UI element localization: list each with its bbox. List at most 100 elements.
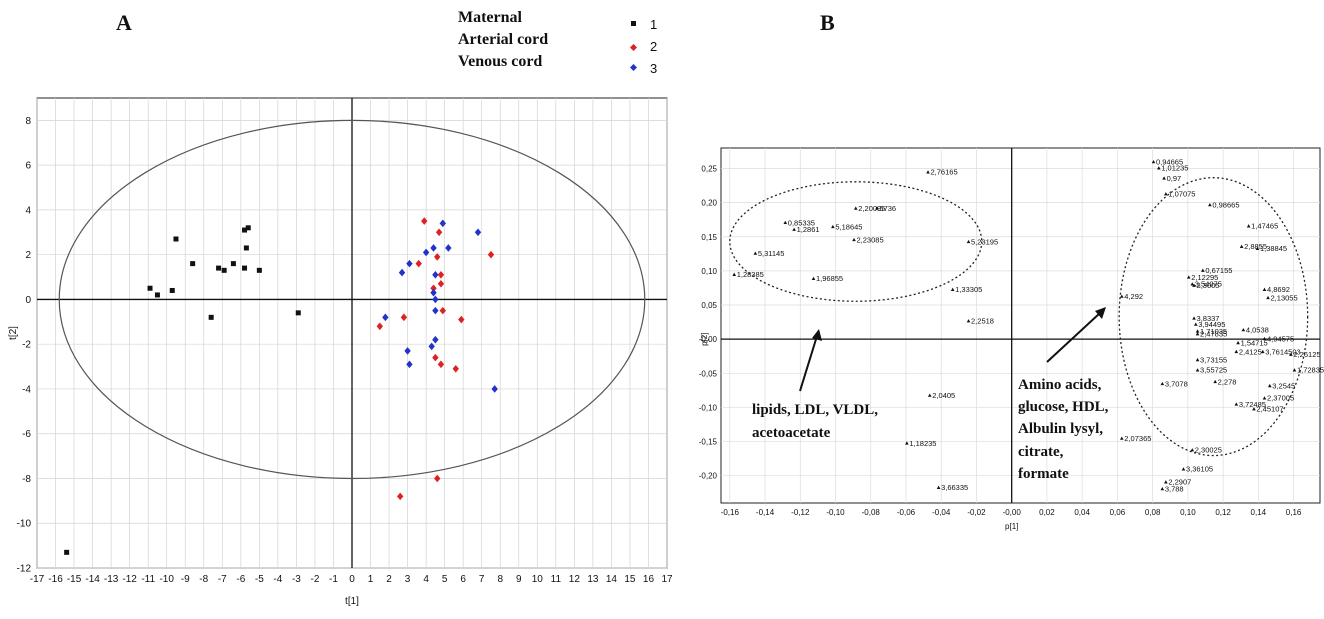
plot-a-xtick-label: -2 — [310, 574, 319, 585]
plot-a-ytick-label: 2 — [25, 250, 31, 261]
plot-b-point-marker — [1190, 282, 1195, 286]
plot-a-point-maternal — [295, 310, 301, 316]
plot-b-point-marker — [783, 220, 788, 225]
plot-b-xtick-label: -0,04 — [932, 508, 951, 517]
plot-a-point-arterial-cord — [439, 306, 446, 315]
plot-b-point-label: 0,67155 — [1205, 266, 1232, 275]
plot-b-xtick-label: -0,02 — [967, 508, 986, 517]
plot-a-xtick-label: -4 — [273, 574, 282, 585]
plot-a-xtick-label: 8 — [497, 574, 503, 585]
plot-b-point-label: 2,07365 — [1124, 434, 1151, 443]
plot-b-point-marker — [950, 287, 955, 291]
plot-b-group-ellipse-2 — [1118, 177, 1309, 457]
plot-b-point-marker — [927, 393, 932, 397]
annotation-lipids: lipids, LDL, VLDL, acetoacetate — [752, 329, 878, 441]
plot-b-point-label: 3,72485 — [1239, 400, 1266, 409]
plot-a-point-venous-cord — [406, 360, 413, 369]
plot-a-point-arterial-cord — [434, 253, 441, 261]
plot-b-point-marker — [1255, 246, 1260, 250]
plot-b-point-marker — [1195, 332, 1200, 336]
plot-b-point-marker — [1195, 357, 1200, 362]
plot-a-point-maternal — [169, 287, 175, 293]
plot-b-point-marker — [966, 319, 971, 323]
plot-b-point-marker — [1208, 203, 1212, 207]
annotation-lipids-line-2: acetoacetate — [752, 425, 831, 441]
plot-b-point-marker — [1186, 275, 1191, 279]
plot-b-point-label: 4,292 — [1124, 292, 1143, 301]
plot-a-xtick-label: -14 — [85, 574, 100, 585]
plot-b-point-marker — [1160, 381, 1165, 386]
plot-a-xtick-label: 17 — [661, 574, 673, 585]
plot-b-group-ellipse-1 — [729, 181, 983, 302]
plot-a-xtick-label: -15 — [67, 574, 82, 585]
legend-marker-arterial — [630, 44, 637, 51]
plot-a-point-maternal — [243, 245, 249, 251]
plot-a-ytick-label: -12 — [17, 564, 32, 575]
legend-key-3: 3 — [650, 61, 657, 76]
plot-b-xtick-label: 0,04 — [1074, 508, 1090, 517]
plot-a-point-venous-cord — [428, 342, 435, 351]
annotation-lipids-arrow — [799, 335, 818, 392]
plot-a-xtick-label: 4 — [423, 574, 429, 585]
plot-b-point-label: 3,55725 — [1200, 366, 1227, 375]
plot-b-point-label: 3,54075 — [1195, 280, 1222, 289]
plot-b-point-marker — [1292, 368, 1297, 372]
plot-a-point-venous-cord — [439, 219, 446, 228]
plot-b-point-label: 3,36105 — [1186, 465, 1213, 474]
annotation-lipids-arrowhead — [812, 329, 822, 341]
plot-b-point-label: 3,7614503 — [1265, 347, 1300, 356]
plot-b-xtick-label: -0,06 — [897, 508, 916, 517]
plot-b-point-label: 2,30025 — [1195, 446, 1222, 455]
plot-a-point-venous-cord — [432, 271, 439, 279]
plot-a-xtick-label: 15 — [624, 574, 636, 585]
plot-a-xtick-label: 12 — [569, 574, 581, 585]
plot-b-point-label: 0,98665 — [1212, 201, 1239, 210]
plot-b-point-label: 2,26125 — [1293, 350, 1320, 359]
plot-b-point-marker — [1234, 402, 1239, 406]
plot-b-point-label: 5,23195 — [971, 237, 998, 246]
plot-b-point-label: 1,01235 — [1161, 164, 1188, 173]
plot-a-point-arterial-cord — [421, 217, 428, 225]
plot-b-point-marker — [1239, 244, 1244, 248]
plot-a-point-arterial-cord — [434, 474, 441, 483]
plot-b-point-label: 5,31145 — [758, 249, 785, 258]
plot-a-point-venous-cord — [430, 244, 437, 252]
plot-b-xtick-label: 0,02 — [1039, 508, 1055, 517]
plot-a-point-maternal — [256, 267, 262, 273]
legend-key-1: 1 — [650, 17, 657, 32]
plot-a-xtick-label: -3 — [292, 574, 301, 585]
plot-b-point-label: 1,38845 — [1260, 244, 1287, 253]
plot-b-point-label: 2,20095 — [858, 204, 885, 213]
annotation-amino-line-4: citrate, — [1018, 444, 1064, 460]
plot-a-point-arterial-cord — [437, 271, 445, 279]
plot-a-ytick-label: -4 — [22, 384, 31, 395]
plot-a-ytick-label: 8 — [25, 116, 31, 127]
annotation-amino-line-2: glucose, HDL, — [1018, 399, 1109, 415]
plot-a-point-venous-cord — [432, 335, 439, 344]
plot-b-xtick-label: -0,12 — [791, 508, 810, 517]
plot-a-xtick-label: -17 — [30, 574, 45, 585]
plot-b-point-marker — [1266, 295, 1270, 300]
plot-b-ytick-label: 0,10 — [701, 267, 717, 276]
plot-b-point-label: 1,07075 — [1168, 190, 1195, 199]
plot-b-point-marker — [1162, 176, 1166, 180]
plot-b-xtick-label: 0,06 — [1110, 508, 1126, 517]
plot-b-point-label: 0,94665 — [1156, 157, 1183, 166]
plot-b-point-label: 1,18235 — [909, 439, 936, 448]
plot-b-ytick-label: -0,00 — [699, 335, 718, 344]
plot-a-point-arterial-cord — [430, 284, 437, 293]
plot-b-point-label: 3,7078 — [1165, 379, 1188, 388]
plot-a-ylabel: t[2] — [8, 326, 19, 340]
plot-b-point-marker — [1262, 396, 1267, 400]
annotation-amino-line-1: Amino acids, — [1018, 377, 1102, 393]
plot-b-point-marker — [966, 239, 971, 244]
plot-b-point-marker — [1260, 349, 1265, 354]
plot-a-point-maternal — [173, 236, 179, 242]
plot-b-point-label: 2,45107 — [1256, 405, 1283, 414]
plot-b-point-label: 2,37005 — [1267, 394, 1294, 403]
plot-a-point-maternal — [147, 285, 153, 291]
plot-b-xtick-label: 0,14 — [1251, 508, 1267, 517]
plot-a-xtick-label: -5 — [255, 574, 264, 585]
plot-a-point-venous-cord — [432, 306, 439, 315]
